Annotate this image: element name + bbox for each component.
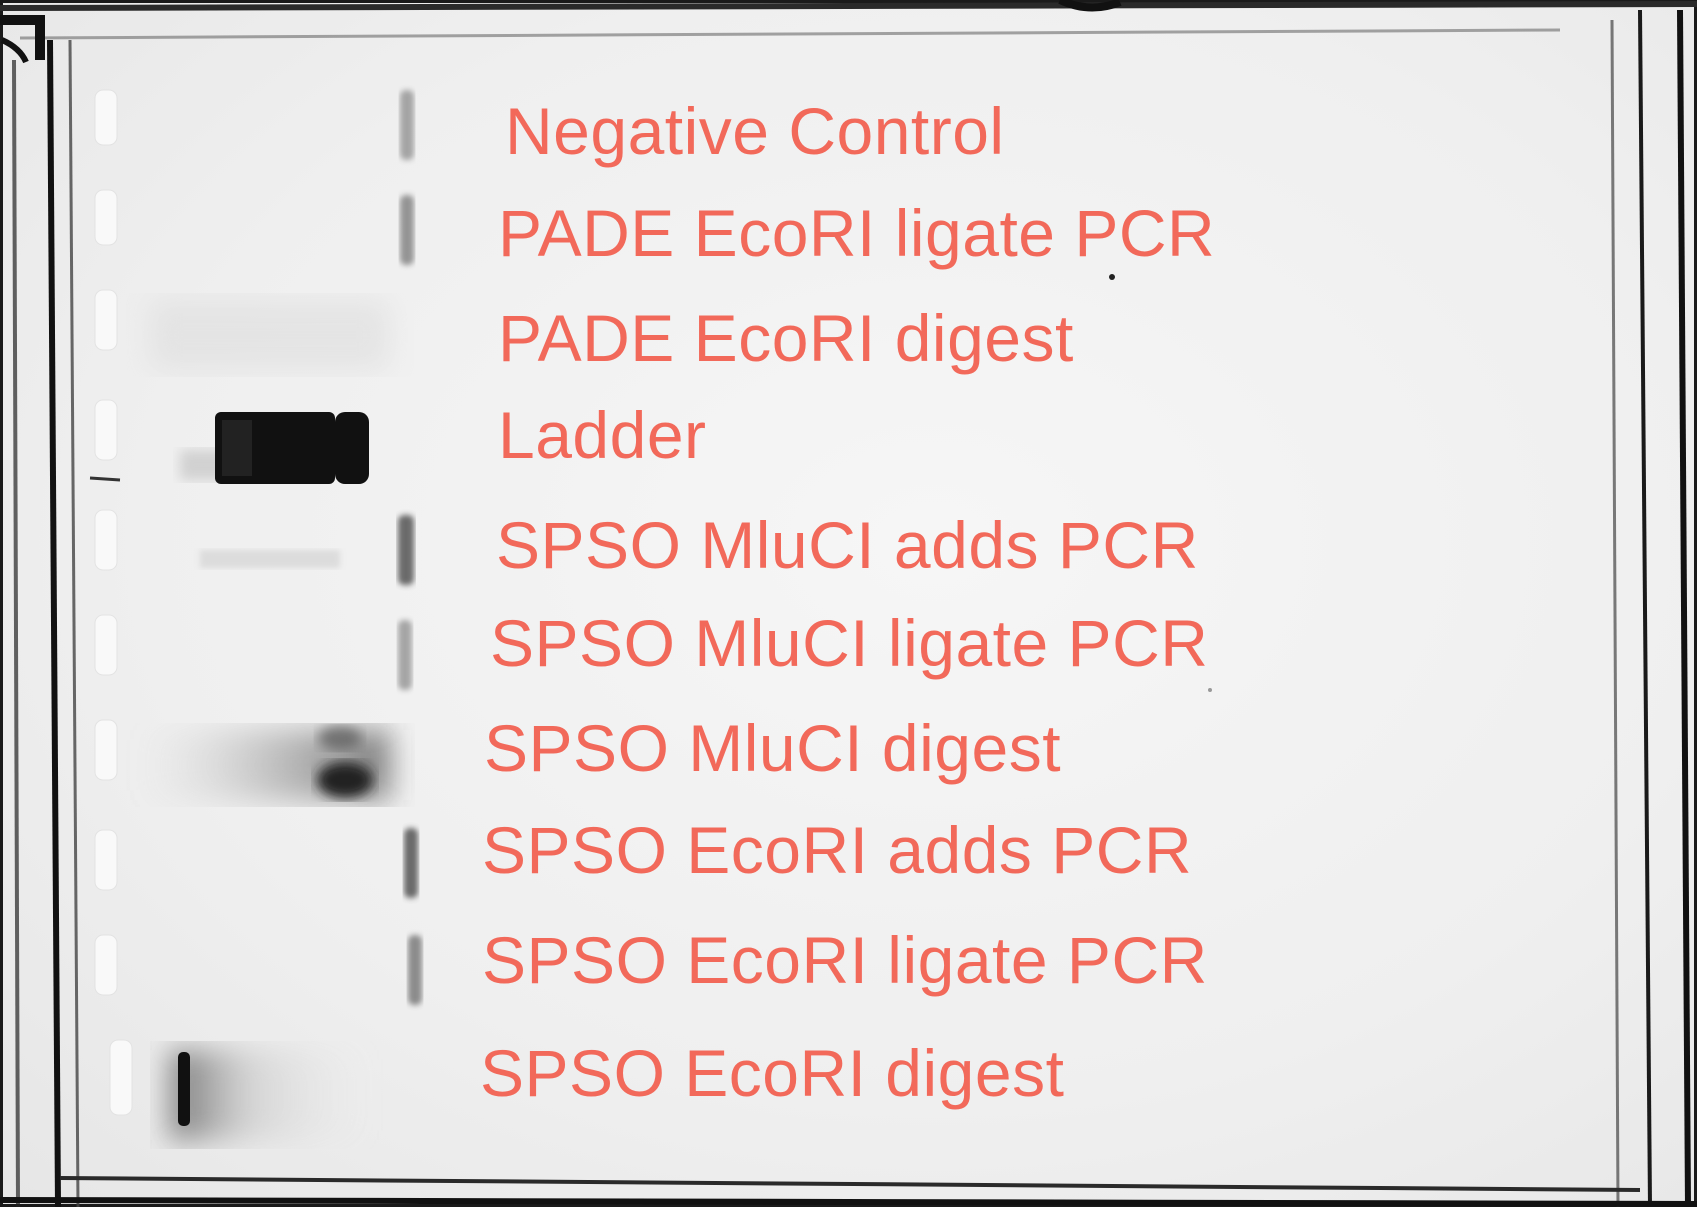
lane-label-negative-control: Negative Control: [505, 94, 1005, 168]
mluci-digest-smear: [140, 726, 390, 800]
gel-right-edge: [1638, 9, 1652, 1207]
ladder-marks: [398, 90, 422, 1005]
ladder-band: [89, 412, 369, 484]
lane-label-spso-ecori-ligate-pcr: SPSO EcoRI ligate PCR: [482, 923, 1208, 997]
lane-label-spso-ecori-digest: SPSO EcoRI digest: [480, 1036, 1065, 1110]
ecori-digest-band: [170, 1050, 370, 1140]
lane-label-pade-ecori-ligate-pcr: PADE EcoRI ligate PCR: [498, 196, 1216, 270]
lane-label-spso-ecori-adds-pcr: SPSO EcoRI adds PCR: [482, 813, 1193, 887]
lane-label-pade-ecori-digest: PADE EcoRI digest: [498, 301, 1074, 375]
well-column: [94, 89, 133, 1116]
lane-label-spso-mluci-ligate-pcr: SPSO MluCI ligate PCR: [490, 606, 1209, 680]
gel-bottom-edge: [59, 1176, 1641, 1192]
gel-top-edge: [0, 1, 1697, 11]
gel-left-edge: [47, 39, 61, 1207]
lane-label-ladder: Ladder: [498, 398, 707, 472]
lane-label-spso-mluci-digest: SPSO MluCI digest: [484, 711, 1062, 785]
corner-bracket-tl: [0, 15, 45, 60]
lane-label-spso-mluci-adds-pcr: SPSO MluCI adds PCR: [496, 508, 1199, 582]
